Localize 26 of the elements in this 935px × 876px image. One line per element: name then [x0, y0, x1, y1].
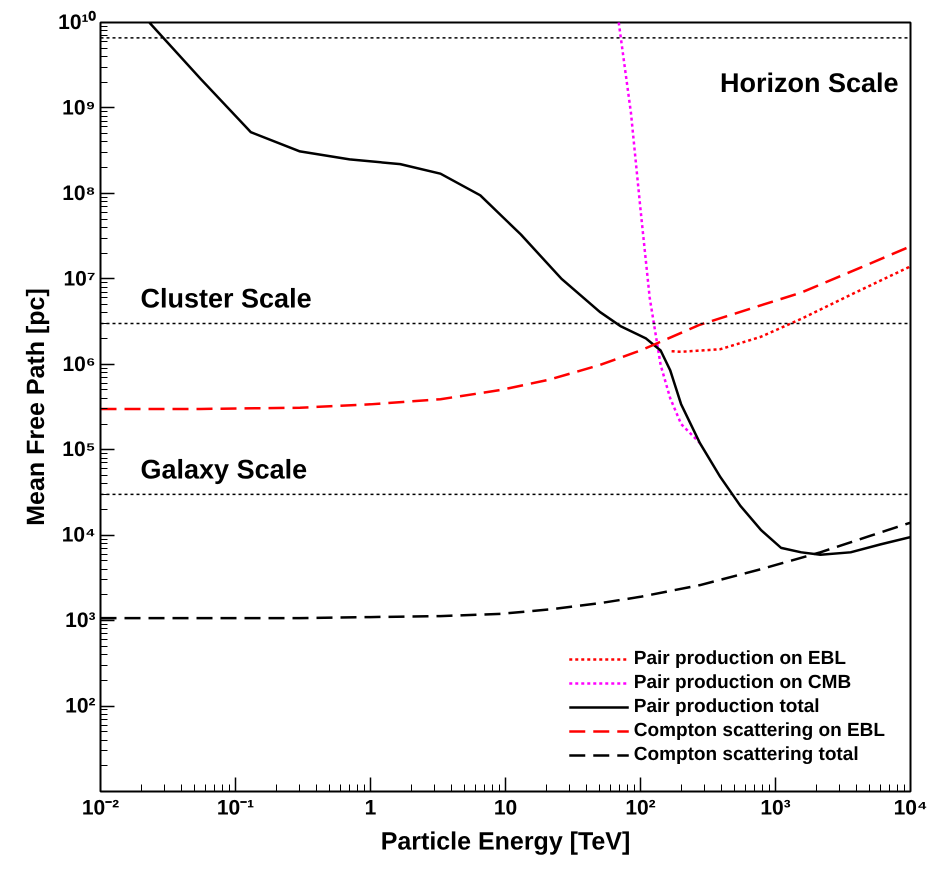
y-tick-label: 10²	[65, 694, 96, 718]
legend-label: Pair production total	[634, 696, 820, 718]
legend-label: Pair production on EBL	[634, 648, 846, 670]
legend-label: Pair production on CMB	[634, 672, 852, 694]
ref-line-label: Galaxy Scale	[140, 454, 308, 484]
legend-label: Compton scattering total	[634, 744, 859, 766]
ref-line-label: Horizon Scale	[720, 68, 898, 98]
y-tick-label: 10¹⁰	[58, 10, 96, 34]
y-tick-label: 10⁴	[62, 524, 96, 547]
x-tick-label: 10³	[760, 796, 791, 820]
x-axis-title: Particle Energy [TeV]	[380, 828, 630, 856]
y-tick-label: 10⁶	[62, 352, 96, 376]
y-tick-label: 10³	[65, 609, 96, 632]
ref-line-label: Cluster Scale	[140, 284, 312, 314]
x-tick-label: 10⁻²	[82, 796, 120, 820]
y-tick-label: 10⁸	[62, 182, 96, 205]
y-tick-label: 10⁵	[62, 438, 96, 462]
y-tick-label: 10⁷	[63, 267, 96, 290]
x-tick-label: 10⁻¹	[216, 796, 254, 820]
legend-label: Compton scattering on EBL	[634, 720, 885, 742]
x-tick-label: 10²	[625, 796, 656, 820]
y-axis-title: Mean Free Path [pc]	[22, 288, 50, 526]
x-tick-label: 10⁴	[894, 796, 928, 820]
x-tick-label: 1	[364, 796, 377, 820]
x-tick-label: 10	[494, 796, 518, 820]
y-tick-label: 10⁹	[62, 96, 96, 120]
